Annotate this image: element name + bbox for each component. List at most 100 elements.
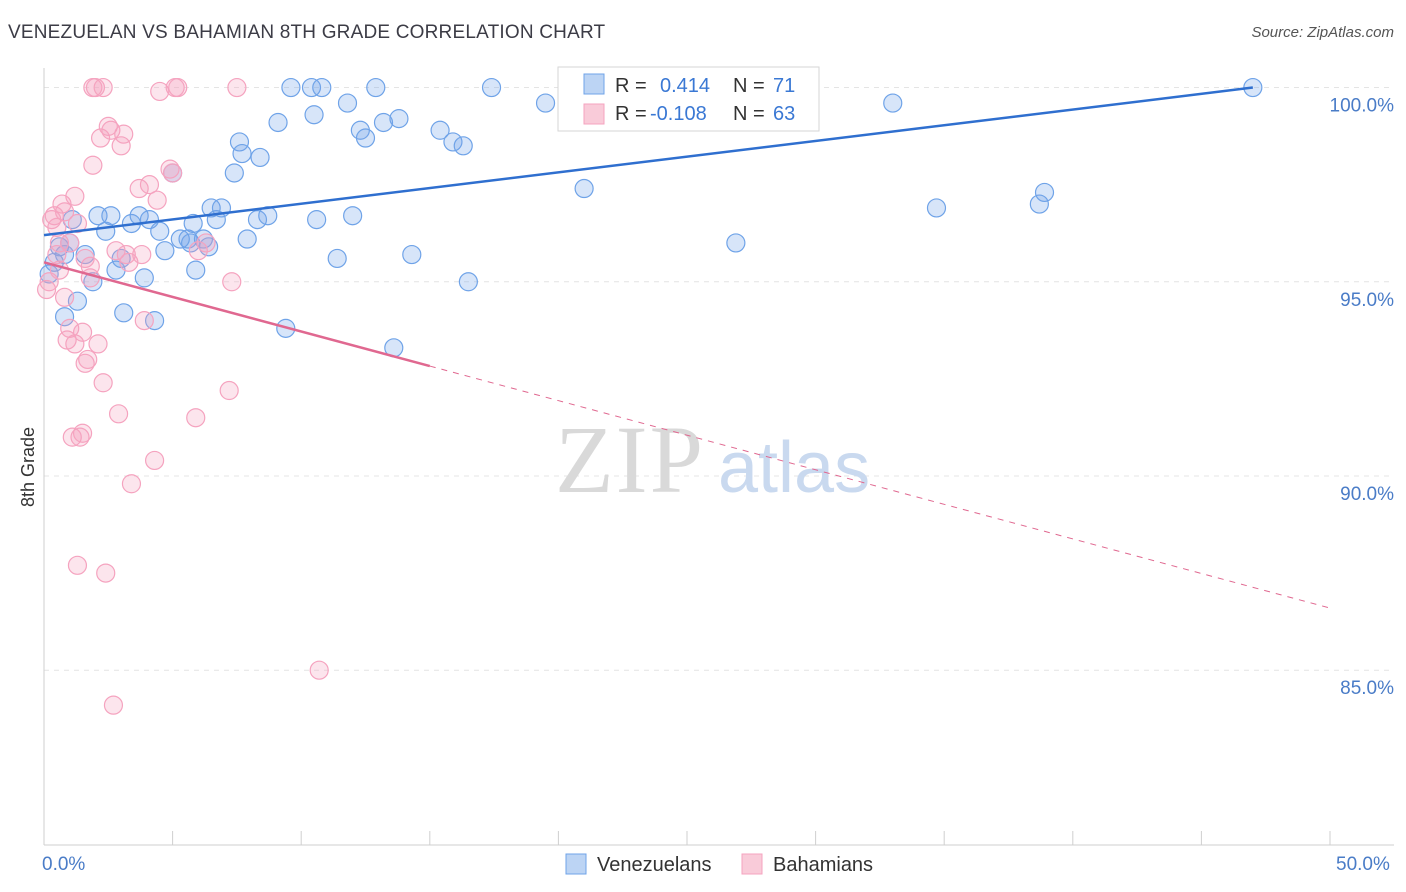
bahamians-point — [144, 450, 165, 471]
bahamians-point — [54, 287, 75, 307]
venezuelans-point — [232, 143, 252, 164]
axes — [43, 68, 1394, 846]
venezuelans-points — [39, 77, 1263, 358]
venezuelans-point — [268, 112, 288, 133]
bahamians-point — [78, 349, 98, 370]
venezuelans-point — [430, 120, 450, 140]
source-label: Source: ZipAtlas.com — [1251, 24, 1394, 41]
venezuelans-point — [250, 147, 270, 168]
bahamians-point — [67, 213, 88, 234]
bahamians-point — [85, 77, 106, 98]
venezuelans-point — [343, 206, 363, 226]
y-tick-label: 100.0% — [1330, 96, 1395, 117]
bahamians-point — [72, 423, 93, 443]
bahamians-point — [309, 660, 329, 680]
bahamians-point — [222, 272, 242, 292]
y-tick-label: 90.0% — [1340, 484, 1394, 505]
chart-title: VENEZUELAN VS BAHAMIAN 8TH GRADE CORRELA… — [8, 22, 606, 43]
bahamians-point — [96, 563, 116, 583]
bahamians-point — [62, 427, 82, 447]
bahamians-point — [83, 155, 103, 175]
bahamians-point — [90, 128, 111, 148]
watermark-atlas: atlas — [718, 428, 870, 508]
bahamians-point — [147, 190, 167, 210]
bahamians-point — [219, 380, 239, 401]
venezuelans-point — [237, 229, 257, 249]
legend-r-label-bahamians: R = — [615, 103, 647, 125]
venezuelans-point — [366, 77, 386, 98]
venezuelans-point — [229, 132, 250, 152]
bahamians-point — [60, 233, 80, 253]
venezuelans-point — [355, 128, 376, 148]
bahamians-point — [129, 178, 149, 199]
venezuelans-point — [134, 268, 154, 288]
bahamians-point — [196, 233, 216, 253]
venezuelans-point — [101, 206, 121, 226]
y-tick-labels: 85.0% 90.0% 95.0% 100.0% — [1330, 96, 1395, 700]
bahamians-point — [101, 120, 121, 140]
venezuelans-point — [155, 241, 175, 261]
venezuelans-point — [458, 272, 478, 292]
venezuelans-point — [170, 229, 190, 249]
venezuelans-point — [144, 311, 165, 331]
venezuelans-point — [1034, 182, 1055, 203]
venezuelans-point — [373, 112, 394, 133]
venezuelans-point — [535, 93, 556, 113]
trend-lines — [43, 86, 1331, 609]
venezuelans-point — [224, 163, 244, 183]
venezuelans-trend-line — [43, 86, 1253, 237]
legend-r-label-venezuelans: R = — [615, 75, 647, 97]
stats-legend: R = 0.414 N = 71 R = -0.108 N = 63 — [557, 66, 820, 132]
legend-n-value-venezuelans: 71 — [773, 75, 795, 97]
venezuelans-point — [883, 93, 903, 113]
y-tick-label: 85.0% — [1340, 678, 1394, 699]
venezuelans-point — [443, 132, 463, 152]
bahamians-point — [36, 279, 57, 300]
x-tick-label-min: 0.0% — [42, 854, 85, 875]
bahamians-point — [47, 244, 67, 265]
bahamians-point — [67, 555, 88, 575]
series-legend: Venezuelans Bahamians — [565, 853, 873, 876]
bahamians-point — [65, 186, 85, 206]
legend-swatch-bahamians — [583, 103, 605, 125]
venezuelans-point — [402, 244, 422, 265]
venezuelans-point — [247, 210, 268, 230]
bahamians-point — [132, 244, 152, 265]
bahamians-point — [54, 202, 75, 222]
bahamians-point — [186, 408, 206, 428]
bahamians-point — [60, 318, 80, 338]
legend-n-label-venezuelans: N = — [733, 75, 765, 97]
bottom-legend-swatch-venezuelans — [565, 853, 587, 875]
venezuelans-point — [327, 248, 347, 269]
x-tick-label-max: 50.0% — [1336, 854, 1390, 875]
bahamians-trend-line — [43, 261, 431, 368]
bahamians-point — [72, 322, 93, 342]
legend-r-value-bahamians: -0.108 — [650, 103, 707, 125]
gridlines — [44, 87, 1394, 671]
y-axis-label: 8th Grade — [18, 427, 38, 507]
venezuelans-point — [481, 77, 502, 98]
venezuelans-point — [54, 244, 75, 265]
venezuelans-point — [150, 221, 170, 241]
bahamians-point — [106, 241, 126, 261]
legend-n-value-bahamians: 63 — [773, 103, 795, 125]
bahamians-point — [150, 81, 170, 102]
bahamians-point — [111, 136, 131, 156]
legend-r-value-venezuelans: 0.414 — [660, 75, 710, 97]
bahamians-point — [168, 77, 188, 98]
bahamians-point — [103, 695, 124, 715]
y-tick-label: 95.0% — [1340, 290, 1394, 311]
venezuelans-point — [181, 233, 201, 253]
venezuelans-point — [337, 93, 358, 113]
bahamians-points — [36, 77, 329, 715]
venezuelans-point — [301, 77, 322, 98]
venezuelans-point — [574, 178, 594, 199]
watermark-zip: ZIP — [555, 406, 705, 513]
bahamians-point — [44, 206, 64, 226]
venezuelans-point — [67, 291, 88, 311]
venezuelans-point — [183, 213, 203, 234]
bahamians-point — [93, 373, 113, 393]
bahamians-point — [188, 241, 208, 261]
venezuelans-point — [389, 109, 409, 129]
